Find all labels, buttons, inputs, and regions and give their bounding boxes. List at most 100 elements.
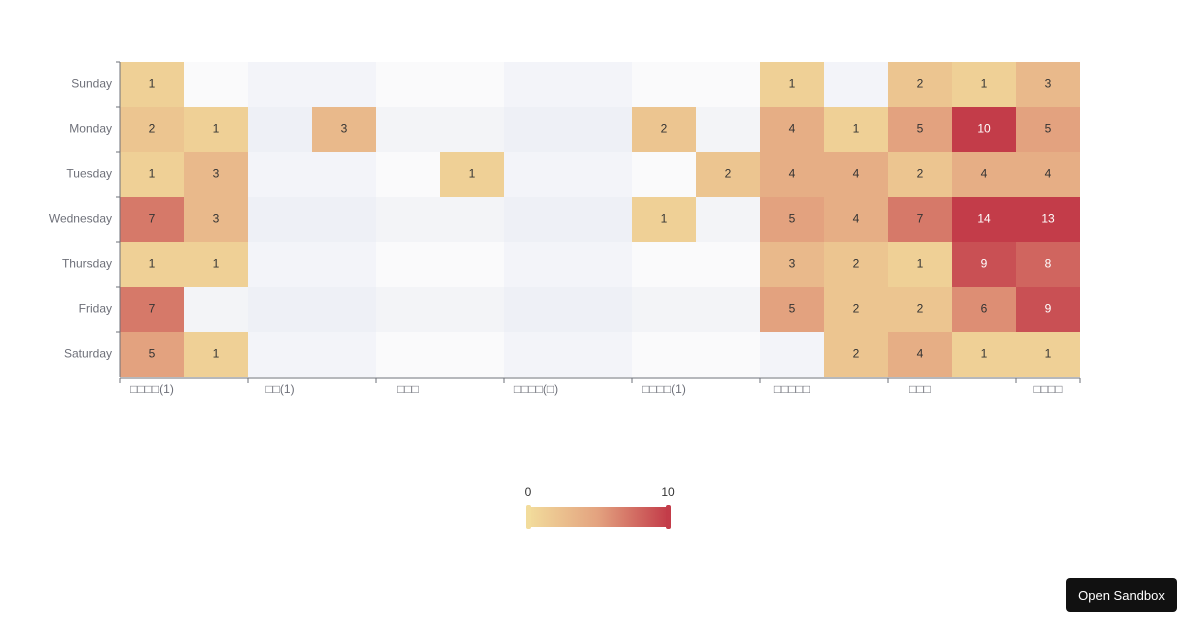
x-tick-label: □□□□□: [774, 382, 810, 396]
split-area: [504, 62, 632, 377]
heatmap-cell: [952, 152, 1016, 197]
heatmap-cell: [632, 107, 696, 152]
heatmap-cell: [120, 62, 184, 107]
heatmap-cell: [952, 242, 1016, 287]
heatmap-cell: [120, 287, 184, 332]
visual-map-min: 0: [525, 485, 532, 499]
cell-label: 4: [789, 122, 796, 136]
cell-label: 1: [149, 167, 156, 181]
cell-label: 8: [1045, 257, 1052, 271]
heatmap-cell: [1016, 62, 1080, 107]
heatmap-cell: [1016, 242, 1080, 287]
cell-label: 1: [661, 212, 668, 226]
cell-label: 9: [1045, 302, 1052, 316]
cell-label: 1: [213, 347, 220, 361]
visual-map-bar: [528, 507, 668, 527]
cell-label: 2: [853, 347, 860, 361]
cell-label: 2: [149, 122, 156, 136]
heatmap-cell: [120, 197, 184, 242]
cell-label: 5: [149, 347, 156, 361]
visual-map-handle: [666, 505, 671, 529]
y-tick-label: Sunday: [71, 77, 112, 91]
cell-label: 5: [1045, 122, 1052, 136]
heatmap-cell: [760, 62, 824, 107]
heatmap-cell: [120, 107, 184, 152]
heatmap-cell: [184, 197, 248, 242]
cell-label: 13: [1041, 212, 1055, 226]
heatmap-cell: [824, 332, 888, 377]
cell-label: 3: [213, 167, 220, 181]
cell-label: 14: [977, 212, 991, 226]
x-tick-label: □□□: [909, 382, 931, 396]
cell-label: 4: [917, 347, 924, 361]
heatmap-cell: [760, 287, 824, 332]
heatmap-cell: [888, 107, 952, 152]
cell-label: 4: [853, 167, 860, 181]
heatmap-cell: [632, 197, 696, 242]
x-tick-label: □□□□: [1034, 382, 1063, 396]
heatmap-cell: [120, 332, 184, 377]
cell-label: 2: [853, 257, 860, 271]
heatmap-cell: [888, 332, 952, 377]
heatmap-cell: [952, 107, 1016, 152]
heatmap-cell: [760, 242, 824, 287]
heatmap-cell: [824, 107, 888, 152]
heatmap-cell: [760, 107, 824, 152]
heatmap-cell: [760, 197, 824, 242]
cell-label: 7: [149, 212, 156, 226]
heatmap-cell: [184, 107, 248, 152]
y-tick-label: Tuesday: [66, 167, 112, 181]
visual-map-handle: [526, 505, 531, 529]
heatmap-cell: [824, 152, 888, 197]
x-tick-label: □□□□(□): [514, 382, 558, 396]
visual-map-max: 10: [661, 485, 675, 499]
cell-label: 2: [725, 167, 732, 181]
heatmap-cell: [1016, 197, 1080, 242]
heatmap-cell: [952, 332, 1016, 377]
x-tick-label: □□(1): [265, 382, 294, 396]
cell-label: 1: [853, 122, 860, 136]
heatmap-cell: [1016, 287, 1080, 332]
cell-label: 1: [1045, 347, 1052, 361]
y-tick-label: Monday: [69, 122, 112, 136]
heatmap-cell: [760, 152, 824, 197]
cell-label: 1: [149, 257, 156, 271]
cell-label: 1: [917, 257, 924, 271]
heatmap-cell: [120, 242, 184, 287]
y-tick-label: Friday: [79, 302, 112, 316]
heatmap-cell: [184, 152, 248, 197]
heatmap-cell: [952, 62, 1016, 107]
cell-label: 2: [917, 302, 924, 316]
open-sandbox-button[interactable]: Open Sandbox: [1066, 578, 1177, 612]
cell-label: 1: [789, 77, 796, 91]
heatmap-cell: [1016, 107, 1080, 152]
cell-label: 3: [341, 122, 348, 136]
split-area: [376, 62, 504, 377]
heatmap-cell: [888, 62, 952, 107]
heatmap-cell: [1016, 332, 1080, 377]
heatmap-cell: [184, 242, 248, 287]
cell-label: 3: [1045, 77, 1052, 91]
y-tick-label: Wednesday: [49, 212, 112, 226]
cell-label: 10: [977, 122, 991, 136]
x-tick-label: □□□□(1): [130, 382, 174, 396]
cell-label: 5: [789, 302, 796, 316]
cell-label: 9: [981, 257, 988, 271]
cell-label: 1: [981, 77, 988, 91]
cell-label: 1: [981, 347, 988, 361]
heatmap-cell: [120, 152, 184, 197]
x-tick-label: □□□□(1): [642, 382, 686, 396]
heatmap-cell: [888, 287, 952, 332]
cell-label: 2: [661, 122, 668, 136]
heatmap-cell: [952, 287, 1016, 332]
heatmap-cell: [824, 197, 888, 242]
heatmap-cell: [312, 107, 376, 152]
y-tick-label: Thursday: [62, 257, 112, 271]
x-tick-label: □□□: [397, 382, 419, 396]
cell-label: 4: [853, 212, 860, 226]
cell-label: 3: [213, 212, 220, 226]
cell-label: 2: [917, 167, 924, 181]
cell-label: 2: [917, 77, 924, 91]
